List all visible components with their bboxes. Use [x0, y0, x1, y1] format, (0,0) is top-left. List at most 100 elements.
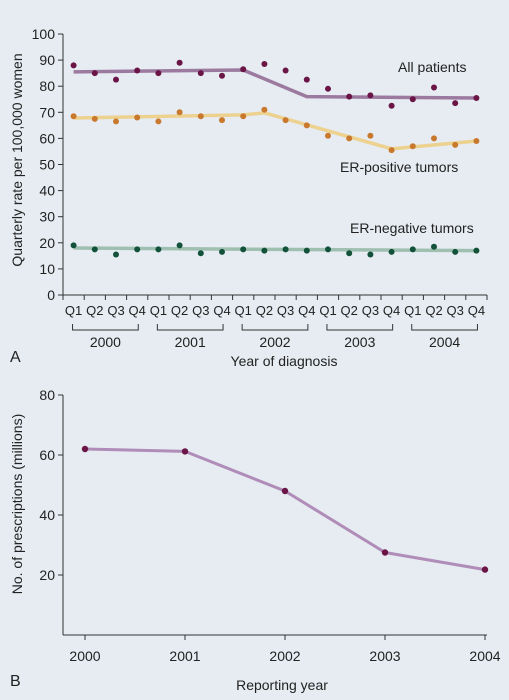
quarter-tick-label: Q2 — [256, 303, 273, 318]
year-bracket — [72, 324, 139, 331]
year-label: 2004 — [429, 334, 460, 350]
data-point — [240, 246, 247, 253]
y-tick-label-a: 100 — [32, 26, 56, 42]
data-point — [303, 76, 310, 83]
data-point — [282, 246, 289, 253]
data-point — [346, 135, 353, 142]
y-axis-label-b: No. of prescriptions (millions) — [9, 414, 25, 595]
data-point — [91, 70, 98, 77]
data-point — [91, 115, 98, 122]
panel-label-a: A — [10, 349, 21, 366]
quarter-tick-label: Q3 — [362, 303, 379, 318]
data-point — [155, 118, 162, 125]
series-label: All patients — [398, 59, 466, 75]
data-point — [155, 246, 162, 253]
quarter-tick-label: Q1 — [319, 303, 336, 318]
quarter-tick-label: Q3 — [447, 303, 464, 318]
data-point — [81, 445, 89, 453]
y-axis-label-a: Quarterly rate per 100,000 women — [9, 53, 25, 266]
series-line — [84, 447, 486, 572]
data-point — [70, 113, 77, 120]
data-point — [452, 141, 459, 148]
quarter-tick-label: Q2 — [86, 303, 103, 318]
x-tick-label-b: 2001 — [169, 648, 200, 664]
series-label: ER-positive tumors — [340, 159, 458, 175]
data-point — [113, 251, 119, 258]
data-point — [473, 247, 480, 254]
x-tick-label-b: 2002 — [269, 648, 300, 664]
y-tick-label-b: 20 — [39, 567, 55, 583]
data-point — [282, 117, 289, 124]
y-tick-label-b: 80 — [39, 387, 55, 403]
y-tick-label-b: 40 — [39, 507, 55, 523]
y-tick-label-a: 0 — [47, 287, 55, 303]
data-point — [473, 138, 480, 145]
quarter-tick-label: Q1 — [65, 303, 82, 318]
series-label: ER-negative tumors — [350, 220, 474, 236]
data-point — [113, 118, 119, 125]
quarter-tick-label: Q2 — [425, 303, 442, 318]
data-point — [70, 62, 77, 69]
trend-line — [73, 111, 477, 151]
year-bracket — [156, 324, 224, 331]
quarter-tick-label: Q1 — [235, 303, 252, 318]
year-bracket — [241, 324, 309, 331]
y-tick-label-a: 70 — [39, 104, 55, 120]
data-point — [261, 61, 268, 68]
quarter-tick-label: Q1 — [150, 303, 167, 318]
chart-a-svg: 0 10 20 30 40 50 60 70 80 90 100 Q1 Q2 Q3 Q4 Q1 Q2 Q3 Q4 Q1… — [9, 26, 488, 369]
data-point — [261, 247, 268, 254]
data-point — [303, 122, 310, 129]
data-point — [409, 96, 416, 103]
data-point — [134, 246, 141, 253]
data-point — [219, 117, 225, 124]
data-point — [367, 132, 374, 139]
panel-label-b: B — [10, 673, 21, 690]
data-point — [367, 92, 374, 99]
data-point — [240, 66, 247, 73]
data-point — [134, 67, 141, 74]
data-point — [325, 85, 331, 92]
year-label: 2000 — [90, 334, 121, 350]
data-point — [325, 132, 331, 139]
data-point — [431, 243, 437, 250]
data-point — [409, 246, 416, 253]
y-tick-label-a: 80 — [39, 78, 55, 94]
data-point — [452, 100, 459, 107]
data-point — [452, 248, 459, 255]
year-bracket — [411, 324, 478, 331]
quarter-tick-label: Q4 — [129, 303, 146, 318]
data-point — [155, 70, 162, 77]
data-point — [282, 67, 289, 74]
data-point — [91, 246, 98, 253]
data-point — [431, 135, 437, 142]
chart-b-svg: 20 40 60 80 2000 2001 2002 2003 2004 No. of pres… — [9, 387, 501, 693]
data-point — [303, 247, 310, 254]
data-point — [176, 59, 183, 66]
data-point — [219, 248, 225, 255]
quarter-tick-label: Q4 — [298, 303, 315, 318]
y-tick-label-a: 30 — [39, 209, 55, 225]
data-point — [240, 113, 247, 120]
data-point — [176, 242, 183, 249]
y-tick-label-a: 90 — [39, 52, 55, 68]
data-point — [346, 93, 353, 100]
quarter-tick-label: Q2 — [341, 303, 358, 318]
data-point — [181, 448, 189, 455]
quarter-tick-label: Q4 — [383, 303, 400, 318]
x-tick-label-b: 2003 — [369, 648, 400, 664]
data-point — [281, 487, 289, 495]
x-tick-label-b: 2000 — [69, 648, 100, 664]
data-point — [113, 76, 119, 83]
data-point — [261, 106, 268, 113]
year-label: 2001 — [175, 334, 206, 350]
quarter-tick-label: Q2 — [171, 303, 188, 318]
data-point — [219, 72, 225, 79]
data-point — [388, 102, 395, 109]
data-point — [409, 143, 416, 150]
x-tick-label-b: 2004 — [469, 648, 500, 664]
data-point — [346, 250, 353, 257]
data-point — [70, 242, 77, 249]
data-point — [367, 251, 374, 258]
